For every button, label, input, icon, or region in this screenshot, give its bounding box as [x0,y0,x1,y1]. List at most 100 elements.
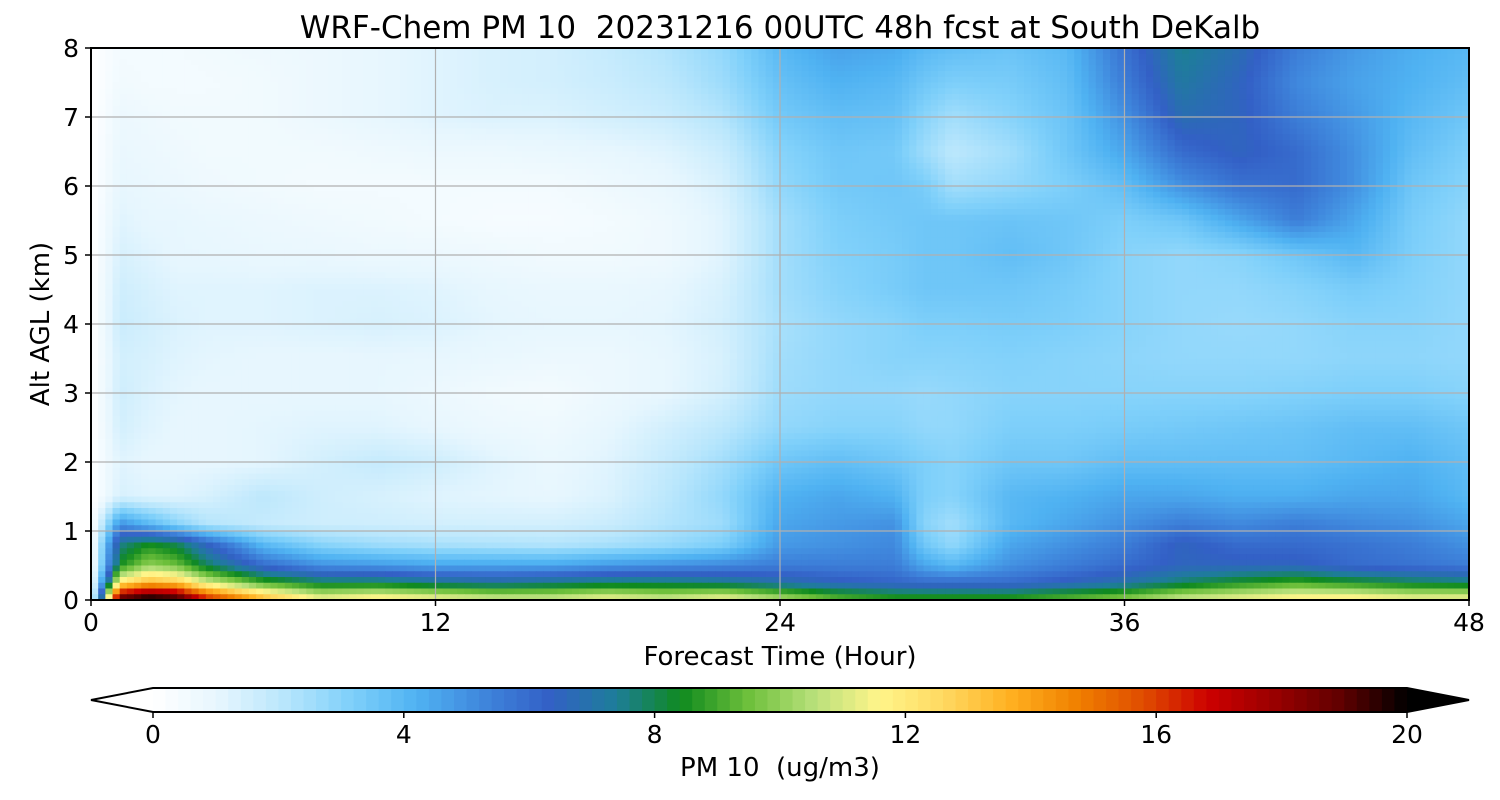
field-cell [406,111,415,118]
field-cell [557,53,566,61]
field-cell [880,186,889,193]
field-cell [636,145,645,153]
field-cell [736,65,745,72]
field-cell [349,65,358,72]
field-cell [959,53,968,61]
field-cell [521,88,530,95]
field-cell [327,174,336,181]
field-cell [313,186,322,193]
field-cell [801,180,810,187]
field-cell [873,99,882,107]
field-cell [1268,105,1276,112]
field-cell [1289,151,1298,158]
field-cell [1303,59,1312,66]
field-cell [1418,99,1427,107]
field-cell [1361,134,1370,141]
field-cell [844,122,853,130]
field-cell [521,59,530,66]
field-cell [1390,71,1398,78]
field-cell [844,65,853,72]
field-cell [535,151,544,158]
field-cell [363,186,372,193]
field-cell [1275,191,1283,199]
field-cell [686,191,695,199]
field-cell [112,71,121,78]
field-cell [729,117,738,124]
field-cell [1397,88,1406,95]
field-cell [672,145,681,153]
field-cell [464,65,472,72]
field-cell [643,128,652,135]
field-cell [1375,122,1384,130]
field-cell [406,53,415,61]
field-cell [1296,48,1305,55]
field-cell [335,163,343,170]
field-cell [1067,48,1075,55]
field-cell [1289,128,1298,135]
field-cell [543,140,551,147]
field-cell [866,82,874,89]
field-cell [1239,168,1248,176]
field-cell [614,151,623,158]
field-cell [234,117,243,124]
field-cell [1461,99,1469,107]
field-cell [1454,59,1463,66]
field-cell [1332,174,1341,181]
field-cell [284,111,293,118]
field-cell [91,163,99,170]
field-cell [1146,140,1154,147]
field-cell [1016,105,1025,112]
field-cell [421,88,429,95]
field-cell [284,134,293,141]
field-cell [787,111,795,118]
field-cell [1303,180,1312,187]
field-cell [1203,48,1212,55]
field-cell [866,186,874,193]
field-cell [858,111,867,118]
field-cell [973,59,982,66]
field-cell [213,82,221,89]
field-cell [1354,82,1362,89]
field-cell [815,76,824,84]
field-cell [492,59,501,66]
field-cell [507,186,516,193]
field-cell [1397,151,1406,158]
field-cell [657,134,666,141]
field-cell [801,151,810,158]
field-cell [1433,71,1441,78]
field-cell [586,134,594,141]
field-cell [988,174,996,181]
field-cell [1024,180,1032,187]
field-cell [1282,71,1291,78]
field-cell [1024,140,1032,147]
field-cell [543,163,551,170]
field-cell [1375,191,1384,199]
field-cell [1232,157,1240,164]
field-cell [320,134,329,141]
field-cell [866,111,874,118]
field-cell [607,71,616,78]
field-cell [830,168,839,176]
field-cell [1067,157,1075,164]
field-cell [363,88,372,95]
field-cell [966,59,975,66]
field-cell [1181,76,1190,84]
field-cell [1390,53,1398,61]
field-cell [1318,48,1327,55]
field-cell [464,191,472,199]
field-cell [837,105,846,112]
field-cell [1031,180,1039,187]
field-cell [155,94,164,101]
field-cell [277,53,286,61]
field-cell [1224,151,1233,158]
field-cell [1411,117,1420,124]
field-cell [1110,145,1118,153]
field-cell [406,180,415,187]
field-cell [794,117,803,124]
field-cell [1224,71,1233,78]
field-cell [1102,140,1111,147]
field-cell [363,82,372,89]
field-cell [636,53,645,61]
field-cell [1318,180,1327,187]
field-cell [1067,140,1075,147]
